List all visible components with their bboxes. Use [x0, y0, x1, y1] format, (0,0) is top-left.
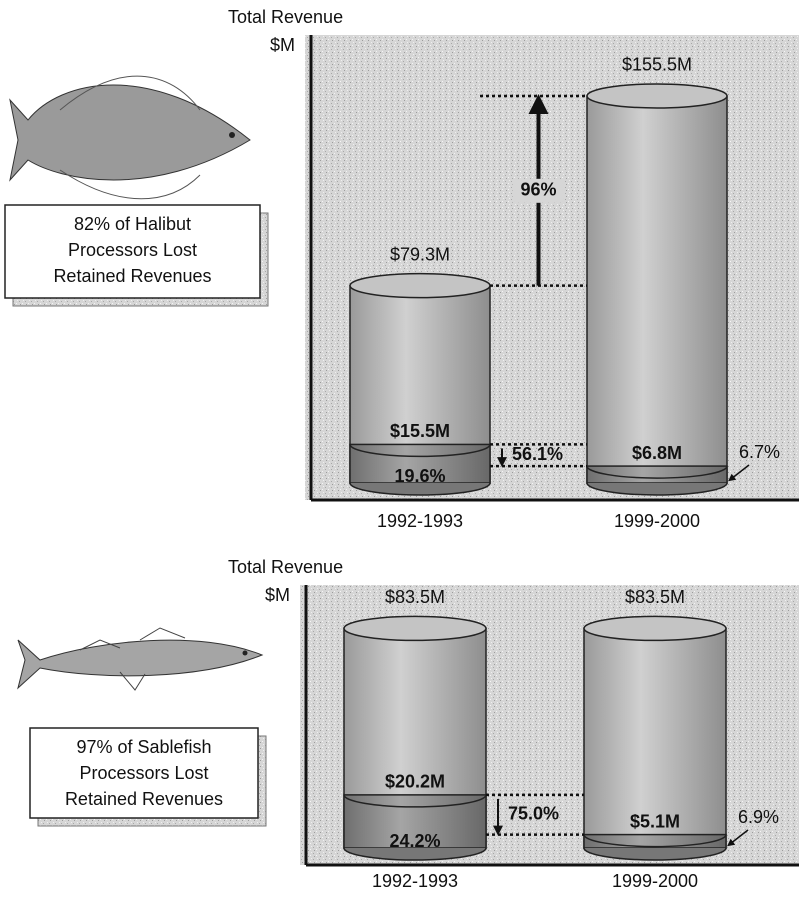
y-axis-label: $M: [265, 585, 290, 605]
x-tick-label: 1992-1993: [372, 871, 458, 891]
total-change-label: 96%: [520, 180, 556, 200]
halibut-illustration: [10, 76, 250, 199]
retained-share-label: 19.6%: [394, 466, 445, 486]
retained-change-label: 56.1%: [512, 444, 563, 464]
cylinder-body: [587, 96, 727, 483]
cylinder: [350, 274, 490, 495]
x-tick-label: 1999-2000: [612, 871, 698, 891]
caption-line: Processors Lost: [68, 240, 197, 260]
retained-label: $5.1M: [630, 811, 680, 831]
total-label: $83.5M: [625, 587, 685, 607]
sablefish-illustration: [18, 628, 262, 690]
total-label: $155.5M: [622, 55, 692, 75]
chart-title: Total Revenue: [228, 7, 343, 27]
retained-share-label: 6.7%: [739, 442, 780, 462]
retained-label: $20.2M: [385, 772, 445, 792]
caption-line: Retained Revenues: [53, 266, 211, 286]
cylinder-top: [587, 84, 727, 108]
chart: Total Revenue $M 82% of Halibut Processors …: [0, 0, 799, 899]
retained-label: $15.5M: [390, 421, 450, 441]
chart-title: Total Revenue: [228, 557, 343, 577]
cylinder: [344, 616, 486, 860]
cylinder-top: [350, 274, 490, 298]
retained-share-label: 6.9%: [738, 807, 779, 827]
retained-share-label: 24.2%: [389, 831, 440, 851]
caption-line: Processors Lost: [79, 763, 208, 783]
x-tick-label: 1992-1993: [377, 511, 463, 531]
total-label: $79.3M: [390, 244, 450, 264]
caption-line: 82% of Halibut: [74, 214, 191, 234]
caption-line: 97% of Sablefish: [76, 737, 211, 757]
caption-line: Retained Revenues: [65, 789, 223, 809]
total-label: $83.5M: [385, 587, 445, 607]
x-tick-label: 1999-2000: [614, 511, 700, 531]
retained-label: $6.8M: [632, 443, 682, 463]
page: Total Revenue $M 82% of Halibut Processors …: [0, 0, 799, 899]
cylinder-top: [344, 616, 486, 640]
y-axis-label: $M: [270, 35, 295, 55]
retained-change-label: 75.0%: [508, 803, 559, 823]
cylinder-top: [584, 616, 726, 640]
cylinder: [587, 84, 727, 495]
